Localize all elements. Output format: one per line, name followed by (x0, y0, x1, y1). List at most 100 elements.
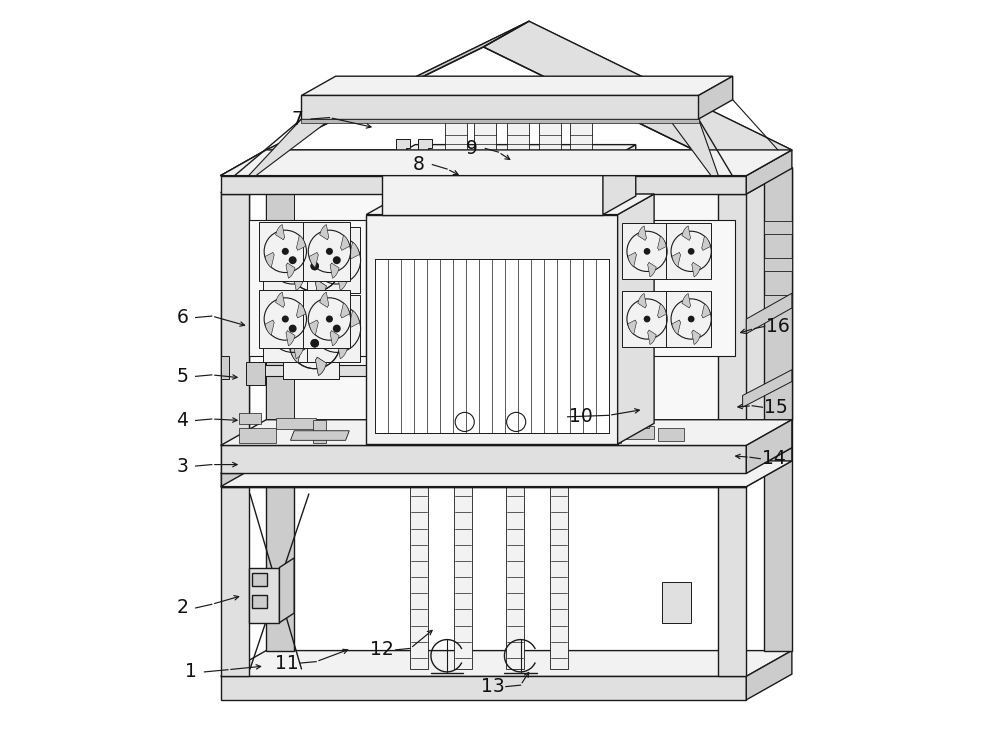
Polygon shape (692, 262, 700, 277)
Polygon shape (301, 76, 733, 95)
Polygon shape (682, 294, 691, 308)
Circle shape (688, 316, 695, 323)
Polygon shape (290, 345, 301, 362)
Text: 8: 8 (413, 155, 425, 174)
Circle shape (289, 325, 297, 333)
Text: 11: 11 (275, 654, 299, 672)
Polygon shape (221, 150, 792, 176)
Polygon shape (263, 227, 316, 293)
Polygon shape (567, 117, 595, 121)
Circle shape (688, 248, 695, 255)
Text: 2: 2 (176, 599, 188, 618)
Polygon shape (249, 486, 718, 676)
Polygon shape (536, 117, 564, 121)
Polygon shape (746, 420, 792, 473)
Polygon shape (301, 119, 699, 123)
Polygon shape (764, 167, 792, 651)
Polygon shape (246, 362, 265, 385)
Text: 1: 1 (185, 663, 197, 681)
Polygon shape (252, 573, 267, 586)
Polygon shape (382, 163, 603, 215)
Polygon shape (315, 357, 326, 376)
Polygon shape (666, 224, 711, 279)
Polygon shape (296, 235, 306, 250)
Polygon shape (743, 370, 792, 407)
Polygon shape (648, 330, 656, 345)
Text: 3: 3 (176, 457, 188, 475)
Polygon shape (282, 298, 292, 316)
Polygon shape (603, 145, 636, 215)
Polygon shape (221, 167, 294, 193)
Polygon shape (270, 330, 280, 347)
Polygon shape (249, 221, 366, 356)
Text: 13: 13 (481, 677, 505, 696)
Polygon shape (340, 235, 350, 250)
Text: 9: 9 (466, 139, 478, 158)
Polygon shape (259, 289, 306, 348)
Polygon shape (610, 419, 649, 428)
Polygon shape (328, 324, 339, 342)
Polygon shape (746, 448, 792, 486)
Polygon shape (507, 121, 529, 162)
Polygon shape (221, 446, 746, 473)
Polygon shape (301, 95, 699, 119)
Polygon shape (293, 342, 304, 359)
Polygon shape (320, 224, 329, 240)
Polygon shape (550, 486, 568, 669)
Circle shape (644, 316, 650, 323)
Polygon shape (366, 194, 654, 215)
Polygon shape (265, 252, 274, 268)
Text: 6: 6 (176, 308, 188, 327)
Polygon shape (746, 293, 792, 334)
Polygon shape (313, 421, 326, 443)
Polygon shape (249, 365, 382, 376)
Polygon shape (718, 167, 792, 193)
Polygon shape (648, 262, 656, 277)
Polygon shape (618, 194, 654, 444)
Text: 5: 5 (176, 367, 188, 386)
Polygon shape (692, 330, 700, 345)
Polygon shape (699, 76, 733, 119)
Polygon shape (764, 258, 792, 272)
Circle shape (310, 339, 319, 348)
Polygon shape (337, 273, 348, 291)
Polygon shape (314, 261, 324, 278)
Polygon shape (221, 651, 792, 676)
Polygon shape (764, 168, 792, 420)
Polygon shape (266, 167, 294, 651)
Polygon shape (638, 294, 646, 308)
Polygon shape (266, 168, 294, 420)
Polygon shape (309, 320, 318, 335)
Polygon shape (330, 263, 339, 278)
Polygon shape (314, 330, 324, 347)
Polygon shape (303, 222, 350, 280)
Polygon shape (221, 473, 746, 486)
Circle shape (282, 315, 289, 323)
Polygon shape (588, 430, 621, 443)
Circle shape (289, 256, 297, 264)
Polygon shape (276, 292, 285, 308)
Circle shape (310, 339, 319, 348)
Polygon shape (382, 145, 636, 163)
Polygon shape (307, 227, 360, 293)
Text: 16: 16 (766, 317, 790, 336)
Polygon shape (239, 428, 276, 443)
Polygon shape (628, 320, 637, 334)
Polygon shape (266, 168, 792, 420)
Polygon shape (483, 21, 792, 176)
Polygon shape (702, 303, 710, 318)
Polygon shape (471, 117, 500, 121)
Polygon shape (293, 273, 304, 291)
Polygon shape (746, 150, 792, 194)
Polygon shape (574, 139, 588, 167)
Polygon shape (283, 231, 339, 301)
Polygon shape (315, 357, 326, 376)
Polygon shape (682, 226, 691, 241)
Polygon shape (249, 568, 279, 623)
Circle shape (644, 248, 650, 255)
Polygon shape (221, 193, 249, 676)
Polygon shape (622, 224, 667, 279)
Polygon shape (315, 280, 326, 298)
Polygon shape (474, 121, 496, 162)
Text: 7: 7 (292, 109, 304, 128)
